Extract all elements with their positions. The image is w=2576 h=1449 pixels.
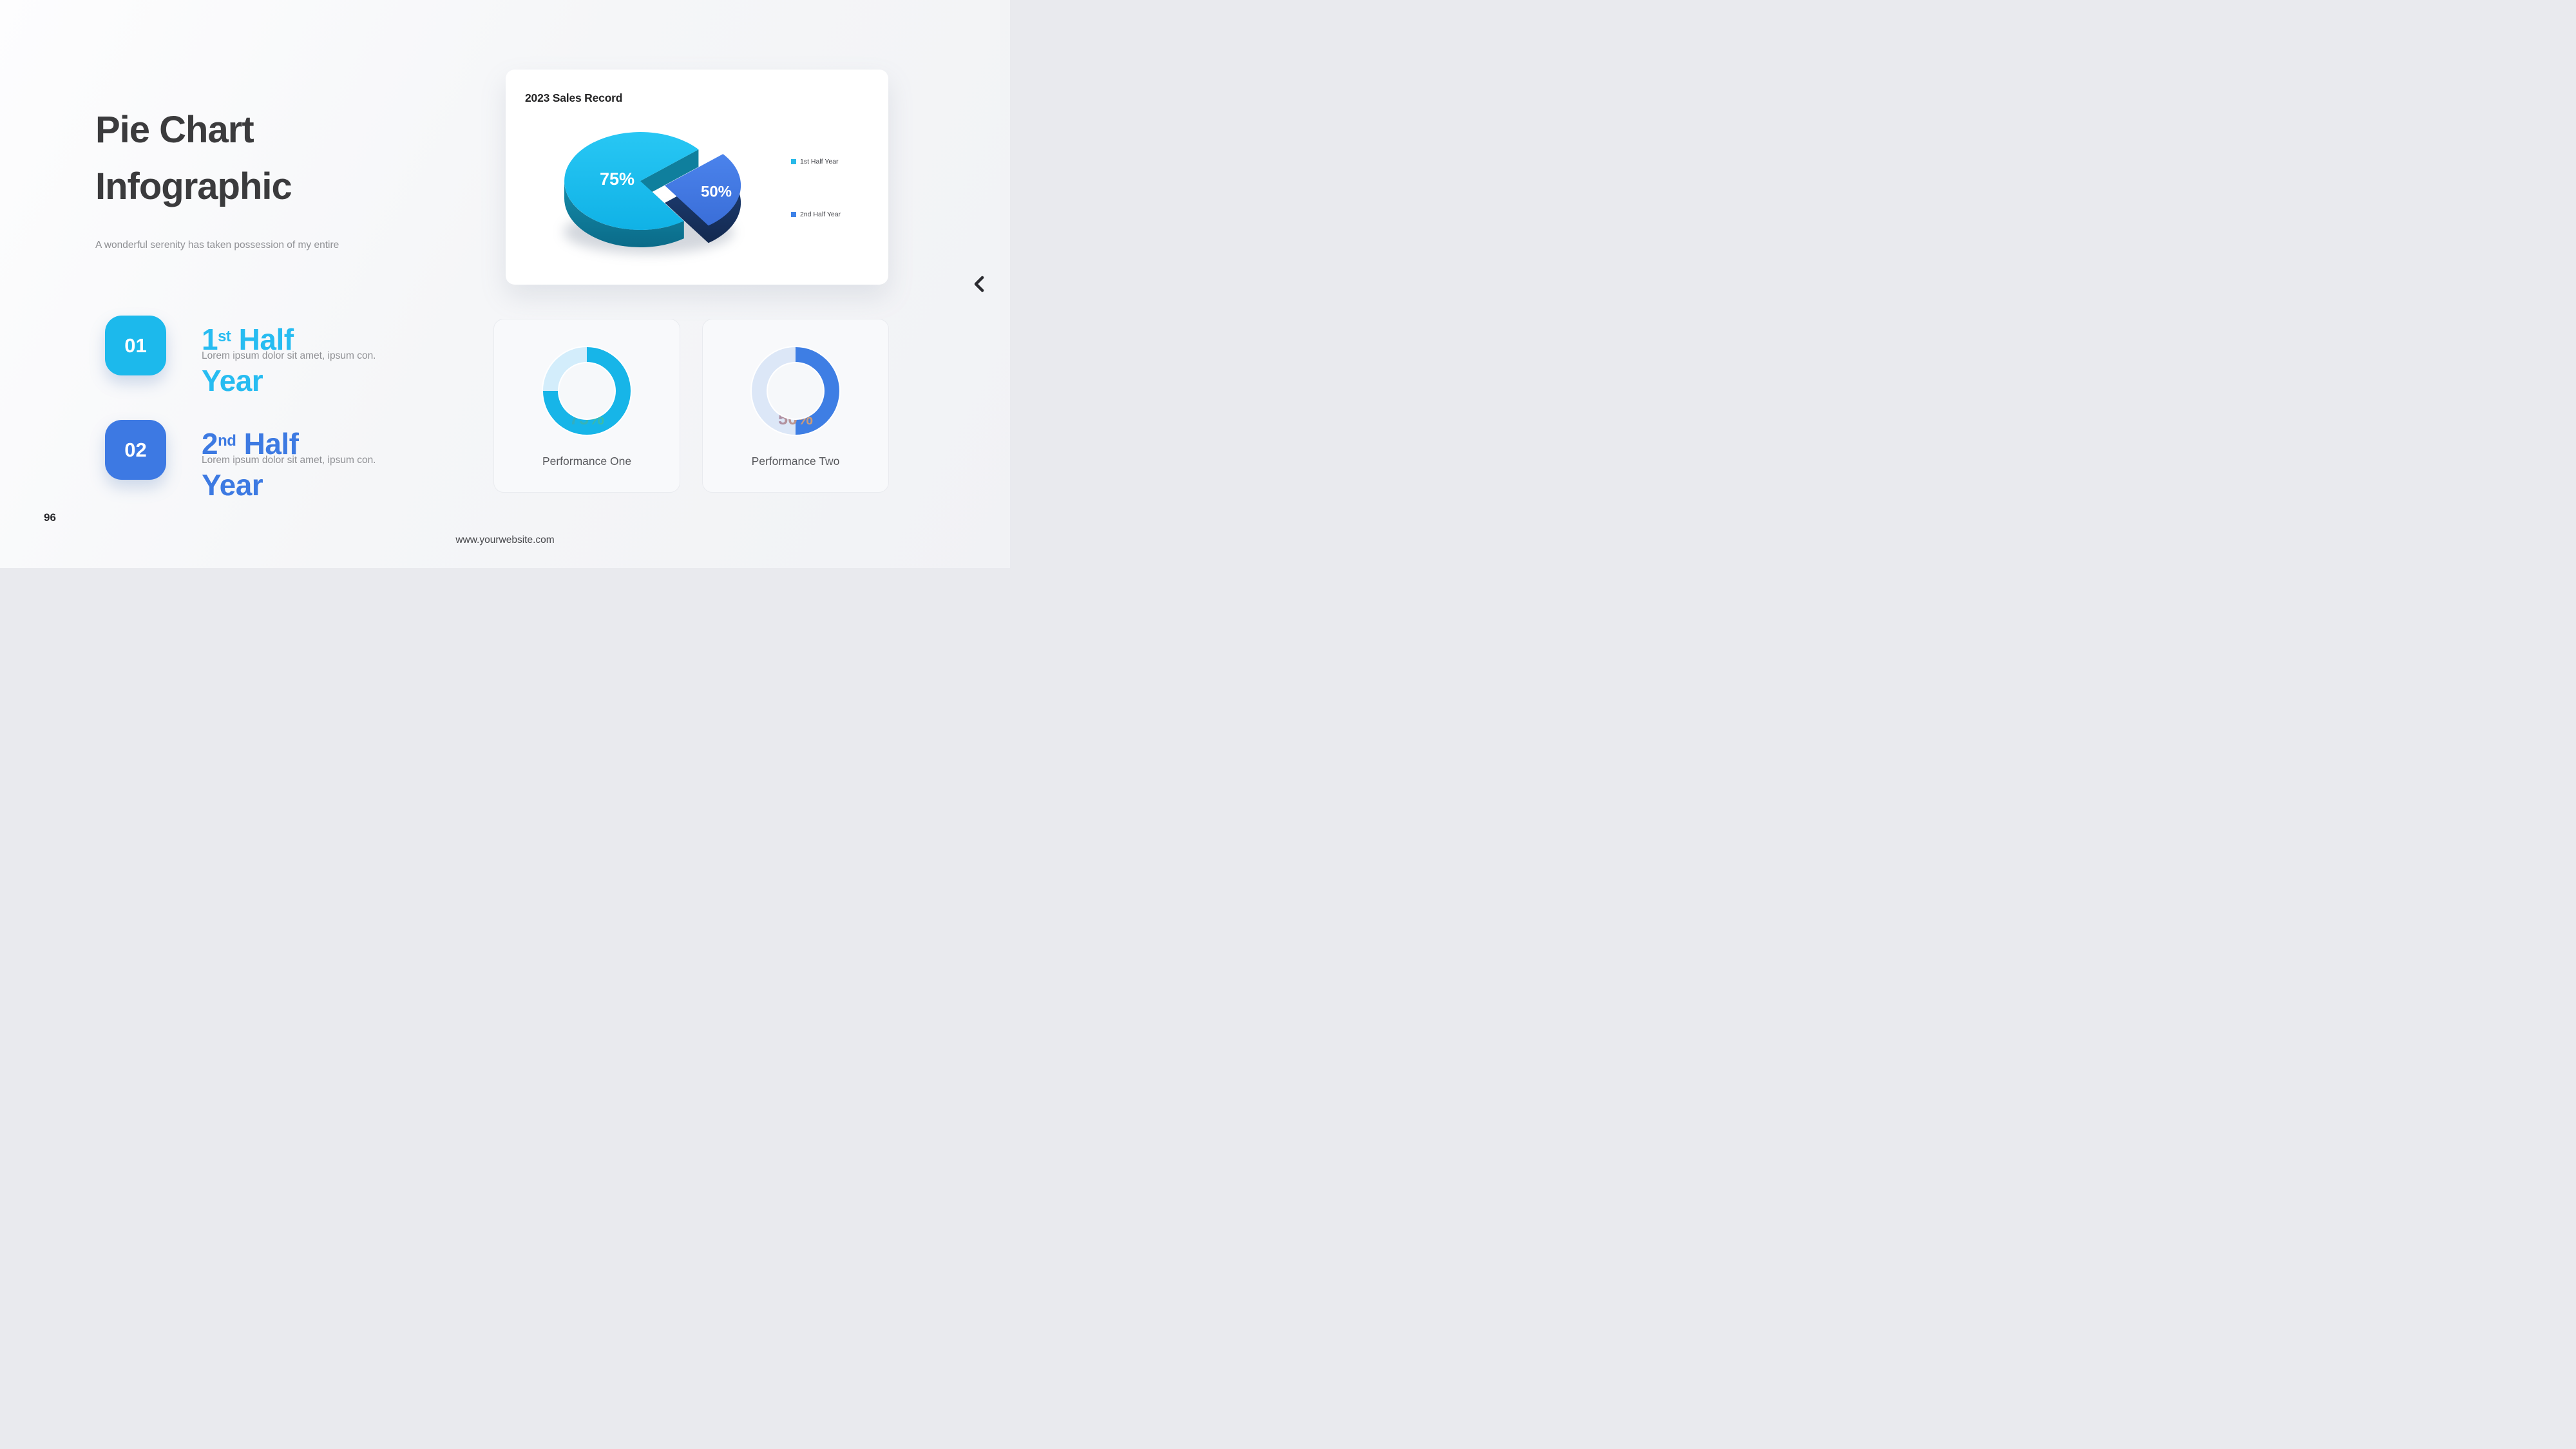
performance-card-one: 75% Performance One <box>493 319 680 493</box>
pie-chart-3d: 75% 50% <box>564 132 741 254</box>
ordinal-suffix: st <box>218 327 231 345</box>
donut-value: 75% <box>543 409 631 429</box>
item-description: Lorem ipsum dolor sit amet, ipsum con. <box>202 350 376 361</box>
legend-label: 2nd Half Year <box>800 211 841 218</box>
item-heading-line2: Year <box>202 468 263 502</box>
item-number-badge: 02 <box>105 420 166 480</box>
pie-slice-1-label: 75% <box>600 169 634 189</box>
donut-value: 50% <box>752 409 839 429</box>
pie-slice-cyan-cutface-upper <box>640 149 699 198</box>
performance-card-two: 50% Performance Two <box>702 319 889 493</box>
page-number: 96 <box>44 511 56 524</box>
donut-caption: Performance Two <box>751 455 840 468</box>
ordinal-suffix: nd <box>218 431 236 450</box>
legend-item: 2nd Half Year <box>791 210 841 219</box>
pie-slice-cyan <box>564 132 699 231</box>
list-item-1st-half: 01 1st Half Lorem ipsum dolor sit amet, … <box>105 316 376 396</box>
item-description: Lorem ipsum dolor sit amet, ipsum con. <box>202 454 376 466</box>
donut-chart-one: 75% <box>543 347 631 435</box>
pie-slice-2-label: 50% <box>701 184 732 201</box>
item-text: 1st Half Lorem ipsum dolor sit amet, ips… <box>202 325 376 396</box>
legend-swatch-1st-half <box>791 159 796 164</box>
sales-record-card: 2023 Sales Record <box>506 70 888 285</box>
pie-slice-cyan-side <box>564 181 684 248</box>
item-text: 2nd Half Lorem ipsum dolor sit amet, ips… <box>202 429 376 500</box>
slide: Pie Chart Infographic A wonderful sereni… <box>0 0 1010 568</box>
chevron-left-icon[interactable] <box>970 274 988 294</box>
pie-slice-blue <box>665 154 741 226</box>
donut-caption: Performance One <box>542 455 632 468</box>
pie-legend: 1st Half Year 2nd Half Year <box>791 157 841 219</box>
item-heading: 1st Half <box>202 323 294 356</box>
page-title: Pie Chart Infographic <box>95 109 292 208</box>
legend-label: 1st Half Year <box>800 158 839 166</box>
item-heading: 2nd Half <box>202 427 299 460</box>
legend-swatch-2nd-half <box>791 212 796 217</box>
card-title: 2023 Sales Record <box>525 91 623 104</box>
list-item-2nd-half: 02 2nd Half Lorem ipsum dolor sit amet, … <box>105 420 376 500</box>
footer-url: www.yourwebsite.com <box>455 535 555 545</box>
page-subtitle: A wonderful serenity has taken possessio… <box>95 240 339 251</box>
item-number-badge: 01 <box>105 316 166 375</box>
legend-item: 1st Half Year <box>791 157 841 166</box>
donut-chart-two: 50% <box>752 347 839 435</box>
item-heading-line2: Year <box>202 363 263 397</box>
